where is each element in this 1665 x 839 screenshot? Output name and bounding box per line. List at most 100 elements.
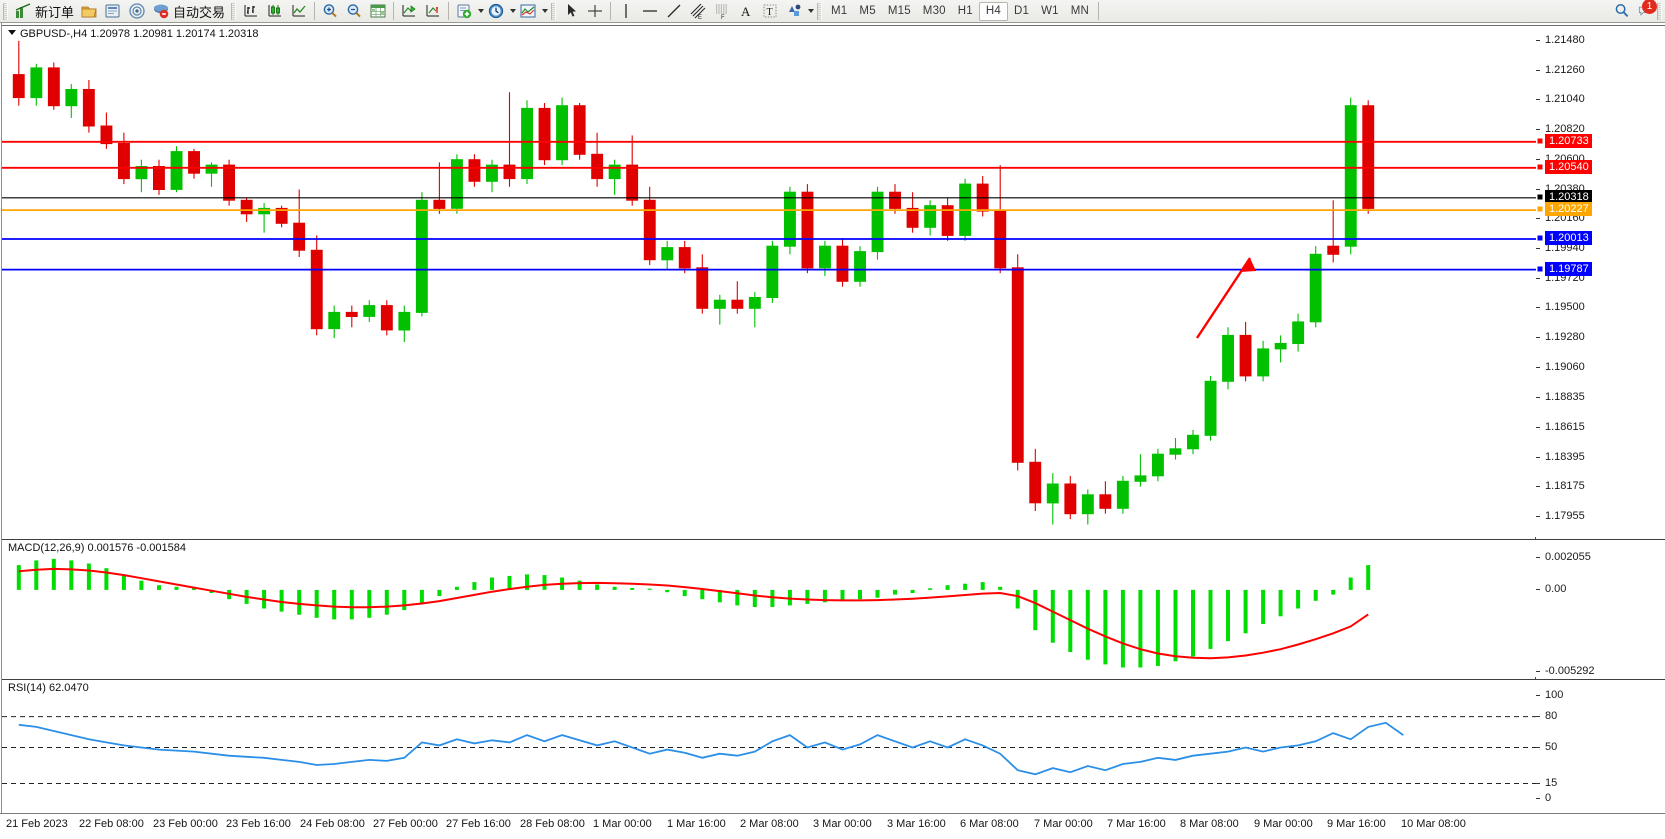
- chart-shift-button[interactable]: [397, 1, 421, 22]
- cursor-button[interactable]: [559, 1, 583, 22]
- search-button[interactable]: [1610, 1, 1634, 22]
- chart-left-grip: [0, 23, 2, 839]
- level-handle-resistance[interactable]: [1536, 163, 1544, 171]
- bullish-arrow-annotation[interactable]: [1195, 257, 1256, 339]
- price-pane[interactable]: GBPUSD-,H4 1.20978 1.20981 1.20174 1.203…: [2, 25, 1665, 537]
- level-handle-last-price[interactable]: [1536, 193, 1544, 201]
- chart-window[interactable]: GBPUSD-,H4 1.20978 1.20981 1.20174 1.203…: [0, 23, 1665, 839]
- horizontal-line-button[interactable]: [638, 1, 662, 22]
- toolbar-grip[interactable]: [3, 2, 8, 20]
- price-tick-mark: [1536, 188, 1540, 190]
- level-handle-pivot[interactable]: [1536, 205, 1544, 213]
- rsi-tick-mark: [1536, 782, 1540, 784]
- candlestick-button[interactable]: [263, 1, 287, 22]
- price-tag-pivot[interactable]: 1.20227: [1545, 202, 1592, 217]
- signal-button[interactable]: [125, 1, 149, 22]
- period-chevron-down-icon[interactable]: [510, 9, 517, 13]
- horizontal-level-lines[interactable]: [2, 140, 1536, 271]
- level-handle-resistance[interactable]: [1536, 137, 1544, 145]
- text-label-button[interactable]: T: [758, 1, 782, 22]
- tab-timeframe-h4[interactable]: H4: [978, 1, 1008, 21]
- price-axis[interactable]: 1.21480 1.21260 1.21040 1.20820 1.20600 1.203…: [1536, 25, 1665, 537]
- zoom-out-button[interactable]: [342, 1, 366, 22]
- price-tick-mark: [1536, 99, 1540, 101]
- chart-title: GBPUSD-,H4 1.20978 1.20981 1.20174 1.203…: [8, 28, 259, 40]
- crosshair-icon: [588, 5, 603, 17]
- auto-scroll-icon: [426, 5, 440, 17]
- add-indicator-chevron-down-icon[interactable]: [478, 9, 485, 13]
- collapse-chevron-down-icon[interactable]: [8, 30, 16, 35]
- price-tick-label: 1.19500: [1545, 301, 1585, 314]
- line-chart-button[interactable]: [287, 1, 311, 22]
- notification-button[interactable]: 1: [1634, 0, 1657, 20]
- toolbar-grip-5[interactable]: [1657, 2, 1662, 20]
- macd-histogram: [16, 558, 1371, 668]
- macd-tick-mark: [1536, 557, 1540, 558]
- bar-chart-button[interactable]: [239, 1, 263, 22]
- tab-timeframe-m5[interactable]: M5: [859, 4, 876, 17]
- time-axis-label: 23 Feb 16:00: [226, 818, 291, 830]
- macd-plot: [16, 558, 1371, 668]
- price-tick-mark: [1536, 247, 1540, 249]
- toolbar-grip-2[interactable]: [231, 2, 237, 20]
- time-axis-label: 24 Feb 08:00: [300, 818, 365, 830]
- time-axis-label: 7 Mar 16:00: [1107, 818, 1166, 830]
- equidistant-channel-button[interactable]: E: [686, 1, 710, 22]
- autotrading-button[interactable]: 自动交易: [149, 1, 228, 22]
- toolbar-grip-3[interactable]: [551, 2, 557, 20]
- trendline-button[interactable]: [662, 1, 686, 22]
- rsi-line: [18, 721, 1404, 776]
- tab-timeframe-m1[interactable]: M1: [831, 4, 848, 17]
- new-order-label: 新订单: [35, 4, 75, 20]
- zoom-in-button[interactable]: [318, 1, 342, 22]
- rsi-axis[interactable]: 100 80 50 15 0: [1536, 679, 1665, 806]
- templates-chevron-down-icon[interactable]: [542, 9, 549, 13]
- tab-timeframe-w1[interactable]: W1: [1041, 4, 1059, 17]
- level-handle-support[interactable]: [1536, 265, 1544, 273]
- macd-pane[interactable]: MACD(12,26,9) 0.001576 -0.001584: [2, 539, 1665, 677]
- level-handle-support[interactable]: [1536, 234, 1544, 242]
- price-tag-resistance[interactable]: 1.20540: [1545, 159, 1592, 174]
- rsi-label: RSI(14) 62.0470: [8, 682, 89, 694]
- cursor-icon: [568, 4, 577, 17]
- fibonacci-button[interactable]: F: [710, 1, 734, 22]
- fibonacci-icon: F: [716, 4, 729, 20]
- time-axis[interactable]: 21 Feb 2023 22 Feb 08:00 23 Feb 00:00 23 Fe…: [0, 813, 1665, 839]
- autotrading-icon: [154, 4, 169, 19]
- grid-button[interactable]: [366, 1, 390, 22]
- new-order-button[interactable]: 新订单: [11, 1, 77, 22]
- news-button[interactable]: [101, 1, 125, 22]
- templates-button[interactable]: [516, 1, 540, 22]
- price-tick-mark: [1536, 158, 1540, 160]
- period-button[interactable]: [484, 1, 508, 22]
- time-axis-label: 21 Feb 2023: [6, 818, 68, 830]
- shapes-button[interactable]: [782, 1, 806, 22]
- price-tick-mark: [1536, 277, 1540, 279]
- price-tag-support[interactable]: 1.20013: [1545, 231, 1592, 245]
- time-axis-label: 23 Feb 00:00: [153, 818, 218, 830]
- vertical-line-button[interactable]: [614, 1, 638, 22]
- folder-button[interactable]: [77, 1, 101, 22]
- rsi-level-lines: [2, 716, 1536, 784]
- price-tick-label: 1.18615: [1545, 420, 1585, 433]
- add-indicator-button[interactable]: [452, 1, 476, 22]
- tab-timeframe-d1[interactable]: D1: [1014, 4, 1030, 17]
- text-button[interactable]: A: [734, 1, 758, 22]
- crosshair-button[interactable]: [583, 1, 607, 22]
- tab-timeframe-mn[interactable]: MN: [1070, 4, 1090, 17]
- price-tick-mark: [1536, 307, 1540, 309]
- price-tag-support[interactable]: 1.19787: [1545, 261, 1592, 276]
- shapes-chevron-down-icon[interactable]: [808, 9, 815, 13]
- tab-timeframe-h1[interactable]: H1: [957, 4, 973, 17]
- toolbar-grip-4[interactable]: [817, 2, 823, 20]
- tab-timeframe-m15[interactable]: M15: [887, 4, 911, 17]
- tab-timeframe-m30[interactable]: M30: [922, 4, 946, 17]
- auto-scroll-button[interactable]: [421, 1, 445, 22]
- price-tag-resistance[interactable]: 1.20733: [1545, 133, 1592, 148]
- svg-text:F: F: [721, 15, 725, 20]
- price-tag-last-price[interactable]: 1.20318: [1545, 189, 1592, 204]
- rsi-pane[interactable]: RSI(14) 62.0470: [2, 679, 1665, 806]
- macd-axis[interactable]: 0.002055 0.00 -0.005292: [1536, 539, 1665, 677]
- macd-label: MACD(12,26,9) 0.001576 -0.001584: [8, 542, 186, 554]
- time-axis-label: 22 Feb 08:00: [79, 818, 144, 830]
